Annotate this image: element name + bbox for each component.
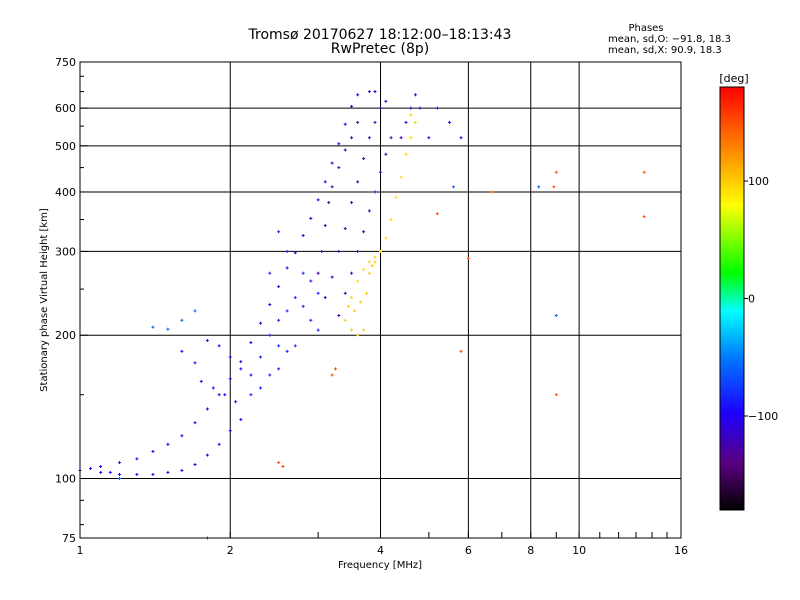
colorbar-tick-label: 0 bbox=[748, 293, 755, 306]
y-tick-label: 200 bbox=[55, 329, 76, 342]
x-tick-label: 16 bbox=[674, 544, 688, 557]
colorbar-label: [deg] bbox=[719, 72, 748, 85]
y-tick-label: 500 bbox=[55, 140, 76, 153]
colorbar-ticks: 100 0 −100 bbox=[744, 175, 778, 423]
x-tick-label: 2 bbox=[227, 544, 234, 557]
y-tick-label: 100 bbox=[55, 473, 76, 486]
chart-subtitle: RwPretec (8p) bbox=[331, 41, 429, 57]
x-tick-label: 6 bbox=[465, 544, 472, 557]
phases-legend-x: mean, sd,X: 90.9, 18.3 bbox=[608, 45, 722, 56]
y-axis: 75 100 200 300 400 500 600 750 bbox=[55, 56, 88, 545]
y-tick-label: 75 bbox=[62, 532, 76, 545]
colorbar bbox=[719, 86, 745, 511]
x-tick-label: 1 bbox=[77, 544, 84, 557]
y-tick-label: 400 bbox=[55, 186, 76, 199]
y-tick-label: 750 bbox=[55, 56, 76, 69]
colorbar-tick-label: 100 bbox=[748, 175, 769, 188]
y-tick-label: 600 bbox=[55, 102, 76, 115]
grid-lines bbox=[80, 62, 681, 538]
y-axis-label: Stationary phase Virtual Height [km] bbox=[39, 208, 50, 392]
x-tick-label: 8 bbox=[527, 544, 534, 557]
x-tick-label: 10 bbox=[572, 544, 586, 557]
x-axis-label: Frequency [MHz] bbox=[338, 560, 422, 571]
data-points bbox=[78, 90, 646, 540]
phases-legend-o: mean, sd,O: −91.8, 18.3 bbox=[608, 34, 731, 45]
x-tick-label: 4 bbox=[377, 544, 384, 557]
colorbar-tick-label: −100 bbox=[748, 410, 778, 423]
chart-title: Tromsø 20170627 18:12:00–18:13:43 bbox=[248, 27, 512, 43]
y-tick-label: 300 bbox=[55, 245, 76, 258]
x-axis: 1 2 4 6 8 10 16 bbox=[77, 532, 688, 557]
phases-legend-title: Phases bbox=[628, 23, 663, 34]
